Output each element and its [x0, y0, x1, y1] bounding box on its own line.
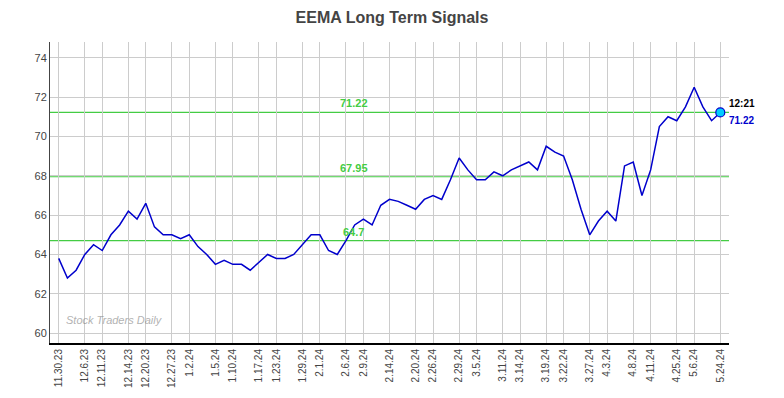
- svg-text:66: 66: [35, 209, 47, 221]
- svg-text:1.10.24: 1.10.24: [227, 349, 238, 383]
- svg-text:Stock Traders Daily: Stock Traders Daily: [66, 314, 163, 326]
- svg-text:74: 74: [35, 52, 47, 64]
- svg-text:2.1.24: 2.1.24: [314, 349, 325, 377]
- svg-text:2.29.24: 2.29.24: [453, 349, 464, 383]
- svg-text:3.22.24: 3.22.24: [558, 349, 569, 383]
- svg-text:60: 60: [35, 327, 47, 339]
- svg-text:3.27.24: 3.27.24: [584, 349, 595, 383]
- svg-text:12:21: 12:21: [729, 98, 755, 109]
- svg-text:12.14.23: 12.14.23: [123, 349, 134, 388]
- svg-text:12.11.23: 12.11.23: [96, 349, 107, 388]
- svg-text:71.22: 71.22: [340, 97, 368, 109]
- svg-text:71.22: 71.22: [729, 115, 754, 126]
- svg-text:2.20.24: 2.20.24: [410, 349, 421, 383]
- svg-text:4.11.24: 4.11.24: [645, 349, 656, 382]
- svg-text:4.3.24: 4.3.24: [601, 349, 612, 377]
- svg-text:62: 62: [35, 288, 47, 300]
- svg-text:1.23.24: 1.23.24: [271, 349, 282, 383]
- svg-text:68: 68: [35, 170, 47, 182]
- svg-text:5.24.24: 5.24.24: [715, 349, 726, 383]
- svg-text:3.5.24: 3.5.24: [471, 349, 482, 377]
- svg-text:72: 72: [35, 91, 47, 103]
- svg-text:2.14.24: 2.14.24: [384, 349, 395, 383]
- svg-text:EEMA Long Term Signals: EEMA Long Term Signals: [296, 9, 489, 26]
- svg-text:12.27.23: 12.27.23: [166, 349, 177, 388]
- svg-text:5.6.24: 5.6.24: [688, 349, 699, 377]
- svg-text:70: 70: [35, 130, 47, 142]
- svg-text:64: 64: [35, 248, 47, 260]
- svg-text:12.20.23: 12.20.23: [140, 349, 151, 388]
- svg-text:12.6.23: 12.6.23: [79, 349, 90, 383]
- svg-text:4.8.24: 4.8.24: [627, 349, 638, 377]
- svg-text:67.95: 67.95: [340, 162, 368, 174]
- svg-text:1.2.24: 1.2.24: [184, 349, 195, 377]
- svg-text:64.7: 64.7: [343, 226, 364, 238]
- svg-text:3.19.24: 3.19.24: [540, 349, 551, 383]
- svg-text:2.26.24: 2.26.24: [427, 349, 438, 383]
- svg-text:3.11.24: 3.11.24: [497, 349, 508, 382]
- svg-text:3.14.24: 3.14.24: [514, 349, 525, 383]
- svg-text:2.6.24: 2.6.24: [340, 349, 351, 377]
- svg-text:4.25.24: 4.25.24: [671, 349, 682, 383]
- svg-text:2.9.24: 2.9.24: [358, 349, 369, 377]
- svg-text:1.5.24: 1.5.24: [210, 349, 221, 377]
- svg-text:11.30.23: 11.30.23: [53, 349, 64, 388]
- svg-text:1.17.24: 1.17.24: [253, 349, 264, 383]
- svg-text:1.29.24: 1.29.24: [297, 349, 308, 383]
